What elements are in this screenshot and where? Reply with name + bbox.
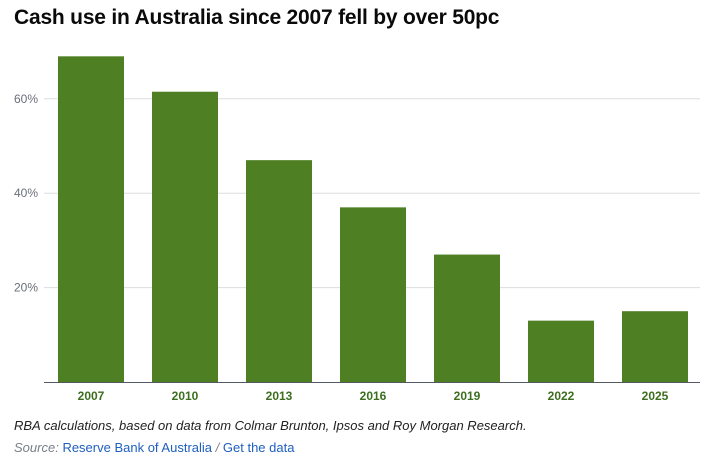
x-tick-label: 2016 (360, 389, 387, 403)
source-line: Source: Reserve Bank of Australia / Get … (14, 440, 294, 455)
y-tick-label: 20% (14, 281, 38, 295)
bar-2013 (246, 160, 312, 382)
x-tick-label: 2025 (642, 389, 669, 403)
x-axis-ticks: 2007 2010 2013 2016 2019 2022 2025 (78, 389, 669, 403)
source-label: Source: (14, 440, 59, 455)
x-tick-label: 2019 (454, 389, 481, 403)
bar-2016 (340, 207, 406, 382)
y-axis-ticks: 20% 40% 60% (14, 92, 38, 295)
bar-2019 (434, 254, 500, 382)
bars (58, 56, 688, 382)
x-tick-label: 2022 (548, 389, 575, 403)
x-tick-label: 2010 (172, 389, 199, 403)
bar-2025 (622, 311, 688, 382)
bar-chart: 20% 40% 60% 2007 2010 2013 2016 2019 2022 2025 (14, 56, 700, 403)
chart-note: RBA calculations, based on data from Col… (14, 418, 527, 433)
get-the-data-link[interactable]: Get the data (222, 440, 295, 455)
x-tick-label: 2013 (266, 389, 293, 403)
y-tick-label: 40% (14, 186, 38, 200)
source-separator: / (215, 440, 220, 455)
chart-title: Cash use in Australia since 2007 fell by… (14, 6, 500, 29)
bar-2007 (58, 56, 124, 382)
bar-2022 (528, 320, 594, 382)
bar-2010 (152, 91, 218, 382)
x-tick-label: 2007 (78, 389, 105, 403)
y-tick-label: 60% (14, 92, 38, 106)
source-link[interactable]: Reserve Bank of Australia (62, 440, 213, 455)
